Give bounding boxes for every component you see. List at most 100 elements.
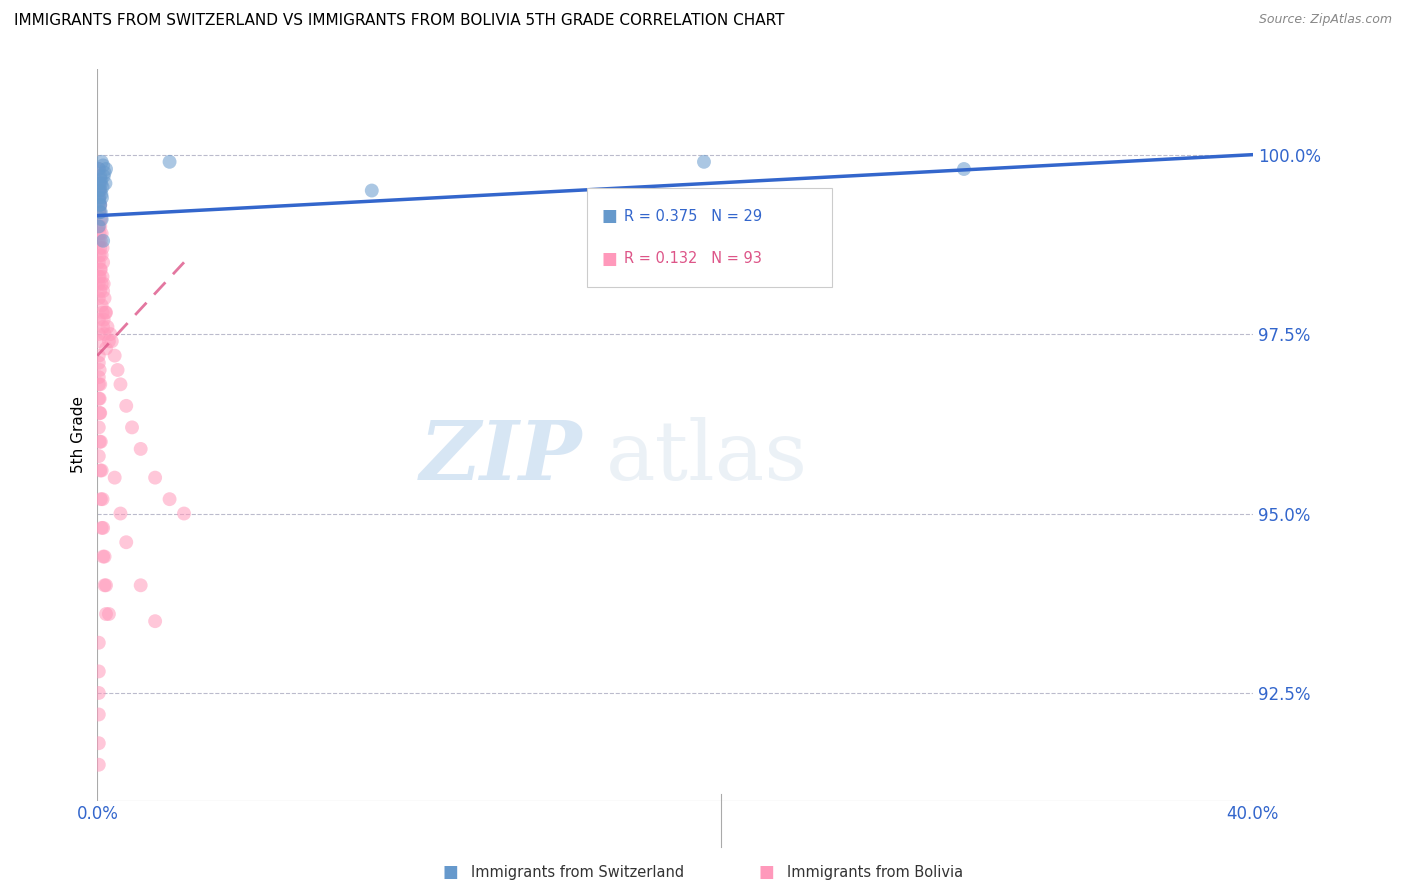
Point <box>87 636 110 650</box>
Point <box>93 165 115 179</box>
Point <box>87 219 110 234</box>
Point <box>94 161 117 176</box>
Point <box>94 607 117 621</box>
Point <box>87 686 110 700</box>
Point <box>89 377 111 392</box>
Point <box>91 521 114 535</box>
Point <box>110 377 132 392</box>
Point <box>129 442 152 456</box>
Point <box>90 154 112 169</box>
Point <box>90 463 112 477</box>
Point <box>89 363 111 377</box>
Point <box>89 194 111 209</box>
Point <box>110 507 132 521</box>
Point <box>693 154 716 169</box>
Point <box>94 342 117 356</box>
Point <box>360 184 382 198</box>
Point <box>115 535 138 549</box>
Point <box>87 377 110 392</box>
Point <box>115 399 138 413</box>
Point <box>87 255 110 269</box>
Point <box>953 161 976 176</box>
Text: ■: ■ <box>602 250 617 268</box>
Point <box>91 234 114 248</box>
Point <box>87 205 110 219</box>
Point <box>98 327 121 342</box>
Point <box>87 736 110 750</box>
Point <box>90 234 112 248</box>
Text: R = 0.375   N = 29: R = 0.375 N = 29 <box>624 209 762 224</box>
Y-axis label: 5th Grade: 5th Grade <box>72 396 86 473</box>
Point <box>173 507 195 521</box>
Point <box>87 269 110 284</box>
Text: R = 0.132   N = 93: R = 0.132 N = 93 <box>624 252 762 266</box>
Point <box>94 305 117 319</box>
Point <box>90 277 112 291</box>
Point <box>87 177 110 191</box>
Point <box>90 227 112 241</box>
Text: ■: ■ <box>441 863 458 881</box>
Point <box>89 184 111 198</box>
Point <box>87 392 110 406</box>
Point <box>90 262 112 277</box>
Point <box>87 449 110 463</box>
Text: Source: ZipAtlas.com: Source: ZipAtlas.com <box>1258 13 1392 27</box>
Point <box>91 492 114 507</box>
Point <box>93 169 115 184</box>
Point <box>89 406 111 420</box>
Point <box>97 607 120 621</box>
Point <box>87 191 110 205</box>
Point <box>143 614 166 628</box>
Point <box>89 227 111 241</box>
Point <box>90 212 112 227</box>
Point <box>89 434 111 449</box>
Point <box>89 269 111 284</box>
Point <box>91 284 114 298</box>
Point <box>91 305 114 319</box>
Point <box>87 191 110 205</box>
Point <box>90 212 112 227</box>
Point <box>91 319 114 334</box>
Point <box>87 356 110 370</box>
Point <box>93 312 115 326</box>
Point <box>104 470 127 484</box>
Text: Immigrants from Bolivia: Immigrants from Bolivia <box>787 865 963 880</box>
Point <box>87 234 110 248</box>
Point <box>87 707 110 722</box>
Point <box>89 198 111 212</box>
Point <box>90 177 112 191</box>
Point <box>90 205 112 219</box>
Point <box>91 549 114 564</box>
Point <box>89 205 111 219</box>
Point <box>87 291 110 305</box>
Point <box>87 757 110 772</box>
Point <box>89 406 111 420</box>
Point <box>159 492 181 507</box>
Point <box>89 392 111 406</box>
Point <box>143 470 166 484</box>
Point <box>87 334 110 349</box>
Point <box>96 319 118 334</box>
Point <box>89 262 111 277</box>
Point <box>90 248 112 262</box>
Point <box>101 334 124 349</box>
Point <box>87 161 110 176</box>
Text: ■: ■ <box>602 207 617 226</box>
Point <box>91 255 114 269</box>
Point <box>107 363 129 377</box>
Point <box>94 305 117 319</box>
Point <box>94 177 117 191</box>
Point <box>89 463 111 477</box>
Point <box>104 349 127 363</box>
Point <box>94 578 117 592</box>
Text: ZIP: ZIP <box>420 417 582 497</box>
Point <box>89 248 111 262</box>
Text: Immigrants from Switzerland: Immigrants from Switzerland <box>471 865 685 880</box>
Point <box>90 173 112 187</box>
Point <box>90 298 112 312</box>
Point <box>87 219 110 234</box>
Point <box>89 205 111 219</box>
Point <box>87 184 110 198</box>
Point <box>93 327 115 342</box>
Point <box>87 665 110 679</box>
